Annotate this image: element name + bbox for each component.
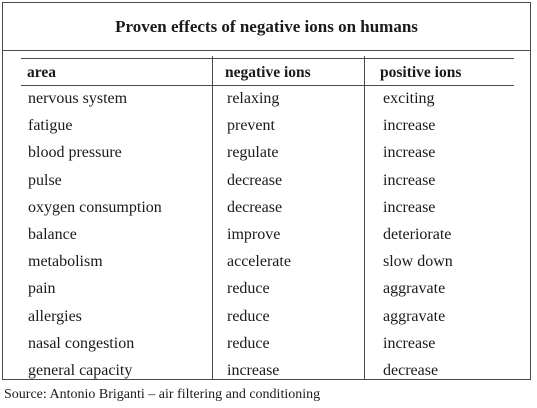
column-divider-1 [212,56,213,379]
table-row: metabolism accelerate slow down [3,252,530,279]
table-row: allergies reduce aggravate [3,307,530,334]
cell-area: metabolism [28,253,103,271]
column-divider-2 [364,56,365,379]
table-row: general capacity increase decrease [3,361,530,388]
column-header-negative-ions: negative ions [225,64,311,81]
cell-area: pain [28,280,56,298]
cell-area: blood pressure [28,144,122,162]
cell-positive-ions: deteriorate [383,225,452,243]
cell-positive-ions: exciting [383,90,435,107]
cell-area: balance [28,225,77,243]
cell-positive-ions: increase [383,117,436,135]
cell-negative-ions: regulate [227,144,279,162]
table-frame: Proven effects of negative ions on human… [2,2,531,380]
table-header-row: area negative ions positive ions [3,64,530,84]
cell-negative-ions: decrease [227,171,283,189]
table-title: Proven effects of negative ions on human… [3,3,530,51]
table-row: fatigue prevent increase [3,116,530,143]
cell-negative-ions: prevent [227,117,275,135]
header-bottom-rule [21,85,514,86]
cell-positive-ions: increase [383,144,436,162]
table-row: pain reduce aggravate [3,279,530,306]
table-row: nervous system relaxing exciting [3,89,530,116]
cell-negative-ions: improve [227,225,281,243]
table-body: nervous system relaxing exciting fatigue… [3,89,530,388]
cell-positive-ions: slow down [383,253,453,271]
column-header-area: area [27,64,56,81]
header-top-rule [21,58,514,59]
cell-positive-ions: aggravate [383,280,446,298]
table-row: nasal congestion reduce increase [3,334,530,361]
cell-positive-ions: increase [383,198,436,216]
cell-negative-ions: increase [227,361,280,379]
cell-area: nervous system [28,90,128,107]
cell-area: pulse [28,171,62,189]
table-row: oxygen consumption decrease increase [3,198,530,225]
cell-area: general capacity [28,361,133,379]
cell-area: fatigue [28,117,73,135]
cell-negative-ions: decrease [227,198,283,216]
table-row: blood pressure regulate increase [3,143,530,170]
cell-area: nasal congestion [28,334,135,352]
cell-negative-ions: reduce [227,280,270,298]
cell-positive-ions: increase [383,334,436,352]
cell-negative-ions: relaxing [227,90,280,107]
cell-negative-ions: accelerate [227,253,291,271]
table-row: balance improve deteriorate [3,225,530,252]
cell-area: allergies [28,307,82,325]
column-header-positive-ions: positive ions [380,64,462,81]
table-row: pulse decrease increase [3,171,530,198]
cell-positive-ions: increase [383,171,436,189]
cell-negative-ions: reduce [227,334,270,352]
cell-positive-ions: decrease [383,361,439,379]
source-caption: Source: Antonio Briganti – air filtering… [4,387,321,402]
cell-negative-ions: reduce [227,307,270,325]
cell-area: oxygen consumption [28,198,162,216]
cell-positive-ions: aggravate [383,307,446,325]
